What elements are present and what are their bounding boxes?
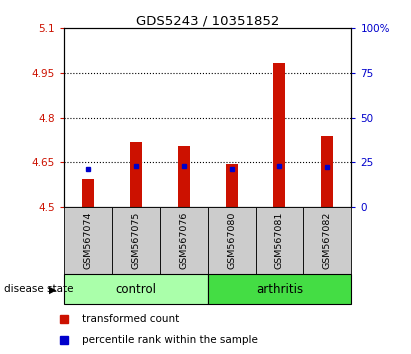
- Bar: [256, 207, 303, 274]
- Text: GSM567075: GSM567075: [131, 212, 140, 269]
- Bar: [178, 146, 189, 207]
- Bar: [273, 63, 286, 207]
- Bar: [208, 207, 256, 274]
- Bar: [64, 274, 208, 304]
- Text: ▶: ▶: [49, 284, 57, 295]
- Title: GDS5243 / 10351852: GDS5243 / 10351852: [136, 14, 279, 27]
- Bar: [82, 179, 94, 207]
- Text: GSM567082: GSM567082: [323, 212, 332, 269]
- Text: GSM567080: GSM567080: [227, 212, 236, 269]
- Text: percentile rank within the sample: percentile rank within the sample: [82, 335, 258, 345]
- Text: GSM567076: GSM567076: [179, 212, 188, 269]
- Bar: [159, 207, 208, 274]
- Bar: [303, 207, 351, 274]
- Text: arthritis: arthritis: [256, 283, 303, 296]
- Bar: [64, 207, 112, 274]
- Text: GSM567081: GSM567081: [275, 212, 284, 269]
- Bar: [129, 142, 142, 207]
- Bar: [112, 207, 159, 274]
- Text: control: control: [115, 283, 156, 296]
- Bar: [226, 164, 238, 207]
- Bar: [321, 136, 333, 207]
- Text: disease state: disease state: [4, 284, 74, 295]
- Bar: [208, 274, 351, 304]
- Text: transformed count: transformed count: [82, 314, 179, 324]
- Text: GSM567074: GSM567074: [83, 212, 92, 269]
